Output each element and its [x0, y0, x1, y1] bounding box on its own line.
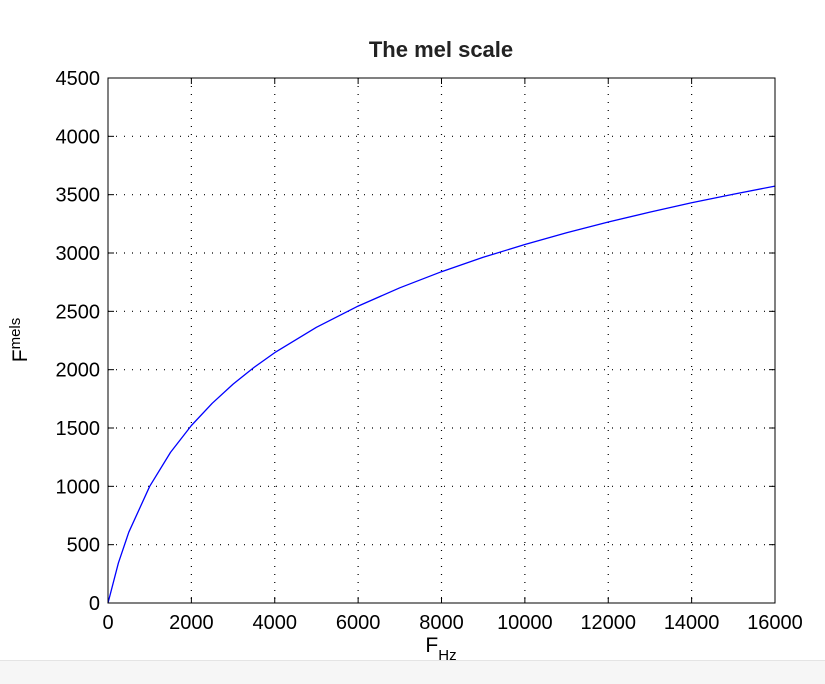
grid-lines: [108, 78, 775, 603]
x-tick-label: 12000: [580, 612, 636, 634]
y-tick-label: 1500: [56, 418, 101, 440]
y-axis-label-sub: mels: [7, 318, 24, 350]
y-tick-label: 3500: [56, 185, 101, 207]
series-layer: [107, 185, 776, 604]
x-tick-labels: 0 2000 4000 6000 8000 10000 12000 14000 16000: [102, 612, 802, 634]
footer-band: [0, 660, 825, 684]
x-tick-label: 6000: [336, 612, 381, 634]
mel-scale-chart: The mel scale 0 2000 4000 6000 8000 10000 1200…: [7, 37, 803, 660]
chart-title: The mel scale: [369, 37, 513, 62]
x-axis-label: FHz: [425, 634, 456, 660]
y-tick-label: 1000: [56, 476, 101, 498]
y-tick-label: 2000: [56, 360, 101, 382]
y-tick-label: 4000: [56, 126, 101, 148]
y-tick-label: 500: [67, 535, 100, 557]
x-tick-label: 10000: [497, 612, 553, 634]
series-line-mel: [107, 185, 776, 604]
y-axis-label-main: F: [9, 349, 32, 362]
y-tick-label: 4500: [56, 68, 101, 90]
x-tick-label: 16000: [747, 612, 803, 634]
axis-ticks: [107, 77, 776, 604]
y-tick-labels: 0 500 1000 1500 2000 2500 3000 3500 4000 4500: [56, 68, 101, 615]
x-axis-label-sub: Hz: [438, 647, 456, 660]
x-axis-label-main: F: [425, 634, 438, 657]
x-tick-label: 2000: [169, 612, 214, 634]
x-tick-label: 0: [102, 612, 113, 634]
x-tick-label: 8000: [419, 612, 464, 634]
x-tick-label: 14000: [664, 612, 720, 634]
y-axis-label: Fmels: [7, 318, 32, 363]
x-tick-label: 4000: [253, 612, 298, 634]
y-tick-label: 3000: [56, 243, 101, 265]
plot-frame: [107, 77, 776, 604]
y-tick-label: 0: [89, 593, 100, 615]
y-tick-label: 2500: [56, 301, 101, 323]
